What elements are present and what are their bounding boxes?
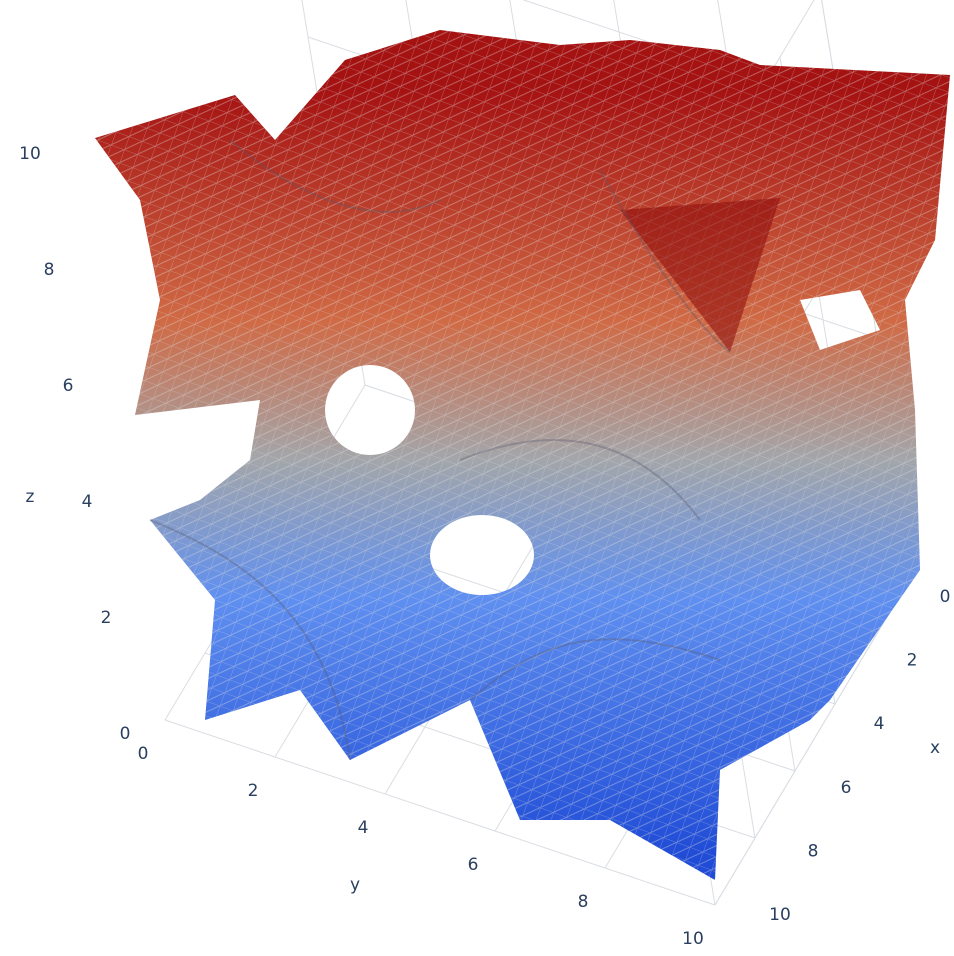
chart: 0 2 4 6 8 10 0 2 4 6 8 10 0 2 4 6 8 10 x y z (0, 0, 954, 956)
z-tick-label: 6 (63, 376, 74, 396)
x-axis-title: x (930, 738, 940, 758)
y-tick-label: 4 (358, 818, 369, 838)
z-axis-title: z (26, 487, 35, 507)
z-tick-label: 4 (82, 492, 93, 512)
x-tick-label: 4 (874, 714, 885, 734)
z-tick-label: 0 (120, 724, 131, 744)
surface-mesh (95, 30, 950, 880)
surface (95, 30, 950, 880)
x-tick-label: 0 (940, 587, 951, 607)
x-tick-label: 6 (841, 778, 852, 798)
z-tick-label: 10 (19, 144, 41, 164)
z-tick-label: 2 (101, 608, 112, 628)
y-tick-label: 8 (578, 892, 589, 912)
y-tick-label: 6 (468, 855, 479, 875)
x-tick-label: 10 (769, 905, 791, 925)
x-tick-label: 8 (808, 841, 819, 861)
y-axis-title: y (350, 875, 360, 895)
y-tick-label: 0 (138, 744, 149, 764)
z-tick-label: 8 (44, 260, 55, 280)
x-tick-label: 2 (907, 651, 918, 671)
y-tick-label: 2 (248, 781, 259, 801)
y-tick-label: 10 (682, 929, 704, 949)
